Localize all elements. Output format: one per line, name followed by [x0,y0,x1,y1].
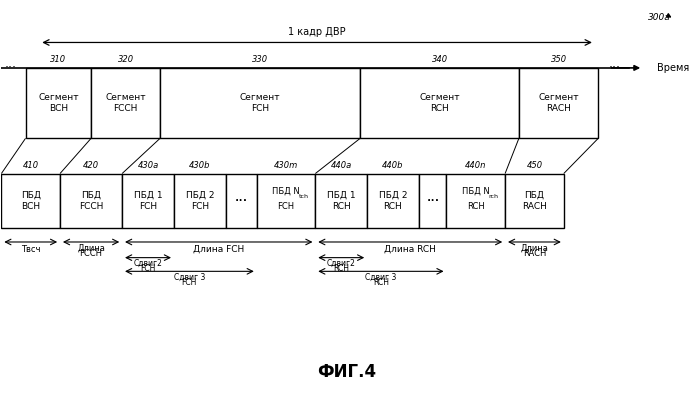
Text: Длина RCH: Длина RCH [385,245,436,254]
Text: Время: Время [657,63,689,73]
Text: 350: 350 [551,55,567,64]
Text: ПБД 1
FCH: ПБД 1 FCH [134,191,163,211]
Text: 410: 410 [22,161,39,169]
Text: FCCH: FCCH [80,249,103,258]
Text: Сдвиг 3: Сдвиг 3 [365,273,396,281]
Text: ···: ··· [426,194,439,208]
FancyBboxPatch shape [122,173,174,228]
Text: Сдвиг2: Сдвиг2 [327,259,356,268]
Text: FCH: FCH [140,264,156,273]
Text: 340: 340 [431,55,447,64]
Text: rch: rch [488,194,498,199]
FancyBboxPatch shape [367,173,419,228]
Text: 420: 420 [83,161,99,169]
Text: 440b: 440b [383,161,403,169]
Text: ПБД
RACH: ПБД RACH [522,191,547,211]
Text: ···: ··· [235,194,248,208]
FancyBboxPatch shape [447,173,505,228]
Text: Длина: Длина [521,243,549,252]
Text: Сдвиг2: Сдвиг2 [133,259,163,268]
Text: ПБД 1
RCH: ПБД 1 RCH [327,191,355,211]
Text: ···: ··· [426,194,439,208]
Text: 440a: 440a [331,161,352,169]
Text: Сдвиг 3: Сдвиг 3 [174,273,205,281]
Text: 430a: 430a [138,161,158,169]
FancyBboxPatch shape [174,173,225,228]
Text: Сегмент
ВСН: Сегмент ВСН [38,93,79,113]
Text: Длина: Длина [77,243,105,252]
Text: Длина FCH: Длина FCH [193,245,244,254]
FancyBboxPatch shape [419,173,447,228]
Text: Сегмент
RACH: Сегмент RACH [538,93,579,113]
Text: ···: ··· [609,61,621,74]
Text: 310: 310 [50,55,66,64]
Text: ···: ··· [5,61,17,74]
FancyBboxPatch shape [1,173,60,228]
Text: ПБД
FCCH: ПБД FCCH [79,191,103,211]
FancyBboxPatch shape [26,68,91,138]
Text: RCH: RCH [333,264,349,273]
Text: 1 кадр ДВР: 1 кадр ДВР [288,26,346,37]
Text: RCH: RCH [373,278,389,287]
Text: ПБД 2
RCH: ПБД 2 RCH [379,191,407,211]
FancyBboxPatch shape [505,173,564,228]
Text: ПБД
ВСН: ПБД ВСН [21,191,40,211]
Text: RCH: RCH [467,202,484,211]
Text: 320: 320 [117,55,133,64]
Text: FCH: FCH [278,202,295,211]
Text: 450: 450 [526,161,542,169]
Text: 330: 330 [252,55,268,64]
Text: ПБД 2
FCH: ПБД 2 FCH [186,191,214,211]
FancyBboxPatch shape [360,68,519,138]
Text: 300a: 300a [648,13,671,22]
Text: ФИГ.4: ФИГ.4 [317,363,376,381]
Text: Сегмент
FCH: Сегмент FCH [240,93,281,113]
Text: Сегмент
RCH: Сегмент RCH [419,93,460,113]
FancyBboxPatch shape [225,173,257,228]
FancyBboxPatch shape [519,68,598,138]
FancyBboxPatch shape [91,68,160,138]
FancyBboxPatch shape [60,173,122,228]
FancyBboxPatch shape [160,68,360,138]
Text: ···: ··· [235,194,248,208]
Text: 440n: 440n [465,161,487,169]
Text: Tвсч: Tвсч [21,245,40,254]
Text: ПБД N: ПБД N [462,187,490,196]
Text: tch: tch [299,194,309,199]
Text: FCH: FCH [181,278,197,287]
Text: RACH: RACH [523,249,546,258]
Text: ПБД N: ПБД N [272,187,300,196]
FancyBboxPatch shape [257,173,315,228]
Text: Сегмент
FCCH: Сегмент FCCH [105,93,146,113]
Text: 430b: 430b [189,161,211,169]
Text: 430m: 430m [274,161,298,169]
FancyBboxPatch shape [315,173,367,228]
